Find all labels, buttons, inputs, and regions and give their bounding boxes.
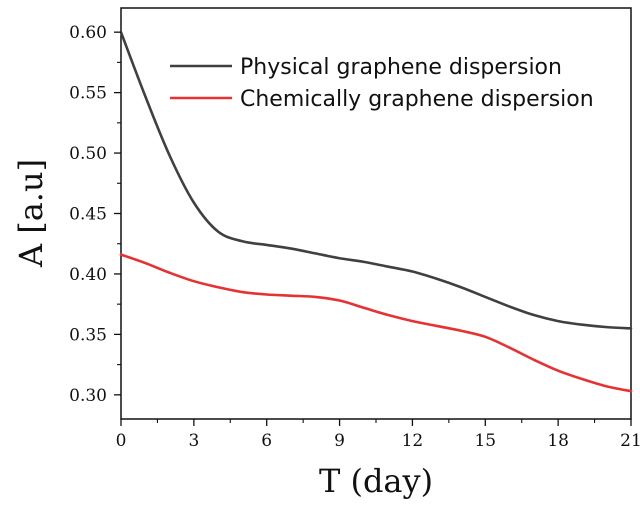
y-tick-label: 0.50 bbox=[69, 144, 107, 164]
y-tick-label: 0.35 bbox=[69, 325, 107, 345]
y-tick-label: 0.30 bbox=[69, 386, 107, 406]
x-tick-label: 6 bbox=[261, 431, 272, 451]
x-tick-label: 0 bbox=[116, 431, 127, 451]
y-tick-label: 0.60 bbox=[69, 23, 107, 43]
x-tick-label: 18 bbox=[547, 431, 569, 451]
x-tick-label: 15 bbox=[474, 431, 496, 451]
y-tick-label: 0.45 bbox=[69, 205, 107, 225]
legend-label-physical: Physical graphene dispersion bbox=[240, 55, 562, 80]
series-line-physical bbox=[119, 30, 633, 330]
ticks-layer: 0 3 6 9 12 15 18 21 0.30 0.35 0.40 0.45 0.50 0.55 0.60 bbox=[69, 23, 640, 451]
y-tick-label: 0.55 bbox=[69, 84, 107, 104]
series-line-chemical bbox=[119, 253, 633, 393]
legend: Physical graphene dispersion Chemically … bbox=[170, 55, 594, 112]
series-layer bbox=[119, 30, 633, 393]
y-tick-label: 0.40 bbox=[69, 265, 107, 285]
x-tick-label: 9 bbox=[334, 431, 345, 451]
x-tick-label: 12 bbox=[402, 431, 424, 451]
legend-label-chemical: Chemically graphene dispersion bbox=[240, 87, 594, 112]
x-axis-title: T (day) bbox=[319, 462, 433, 500]
x-tick-label: 3 bbox=[188, 431, 199, 451]
y-axis-title: A [a.u] bbox=[12, 159, 50, 268]
x-tick-label: 21 bbox=[620, 431, 640, 451]
